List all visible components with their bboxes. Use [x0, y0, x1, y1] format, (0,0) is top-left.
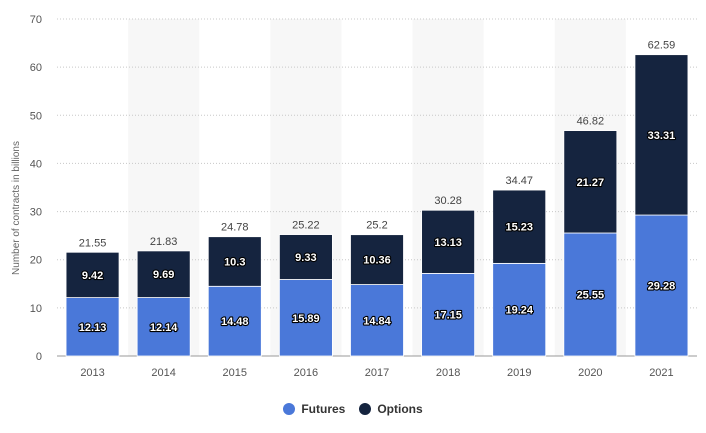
bar-options-2014 — [136, 250, 191, 298]
data-label-futures-2015: 14.48 — [221, 316, 249, 328]
y-tick-label-40: 40 — [30, 158, 42, 170]
y-tick-label-10: 10 — [30, 303, 42, 315]
x-tick-label-2016: 2016 — [294, 367, 318, 379]
total-label-2013: 21.55 — [79, 237, 107, 249]
data-label-options-2019: 15.23 — [505, 222, 533, 234]
y-axis: 0 10 20 30 40 50 60 70 — [30, 14, 42, 363]
bar-options-2018 — [421, 209, 476, 274]
data-label-futures-2021: 29.28 — [648, 281, 676, 293]
bar-futures-2014 — [136, 297, 191, 357]
x-axis: 2013 2014 2015 2016 2017 2018 2019 2020 2021 — [80, 367, 673, 379]
total-label-2018: 30.28 — [434, 195, 462, 207]
data-label-options-2014: 9.69 — [153, 269, 174, 281]
bar-futures-2017 — [350, 284, 404, 357]
y-tick-label-60: 60 — [30, 62, 42, 74]
data-label-futures-2019: 19.24 — [505, 305, 533, 317]
bar-options-2013 — [65, 251, 120, 299]
legend: Futures Options — [0, 402, 706, 416]
data-label-options-2020: 21.27 — [577, 177, 605, 189]
data-label-futures-2017: 14.84 — [363, 315, 391, 327]
data-label-options-2015: 10.3 — [224, 256, 245, 268]
bar-options-2021 — [634, 54, 689, 216]
total-label-2021: 62.59 — [648, 40, 676, 52]
bar-futures-2018 — [421, 273, 476, 357]
data-label-futures-2016: 15.89 — [292, 313, 320, 325]
data-label-options-2016: 9.33 — [295, 252, 316, 264]
data-label-options-2013: 9.42 — [82, 270, 103, 282]
legend-item-futures[interactable]: Futures — [283, 402, 345, 416]
legend-item-options[interactable]: Options — [359, 402, 423, 416]
bar-futures-2016 — [278, 279, 333, 357]
legend-label-options: Options — [377, 402, 423, 416]
y-tick-label-20: 20 — [30, 255, 42, 267]
x-tick-label-2018: 2018 — [436, 367, 460, 379]
bar-options-2019 — [492, 189, 547, 264]
bar-futures-2021 — [634, 214, 689, 357]
bar-options-2015 — [207, 236, 262, 287]
x-tick-label-2020: 2020 — [578, 367, 602, 379]
data-label-options-2018: 13.13 — [434, 237, 462, 249]
total-label-2015: 24.78 — [221, 222, 249, 234]
x-tick-label-2013: 2013 — [80, 367, 104, 379]
y-tick-label-0: 0 — [36, 351, 42, 363]
legend-marker-options — [359, 403, 372, 415]
bar-futures-2019 — [492, 262, 547, 357]
bars-layer: 12.13 9.42 21.55 12.14 9.69 21.83 14.48 10.3 24.… — [65, 40, 689, 357]
bar-options-2016 — [278, 234, 333, 280]
x-tick-label-2021: 2021 — [649, 367, 673, 379]
bar-futures-2013 — [65, 297, 120, 357]
y-tick-label-70: 70 — [30, 14, 42, 26]
total-label-2017: 25.2 — [366, 220, 387, 232]
data-label-futures-2013: 12.13 — [79, 322, 107, 334]
data-label-options-2021: 33.31 — [648, 130, 676, 142]
data-label-futures-2018: 17.15 — [434, 310, 462, 322]
y-axis-label: Number of contracts in billions — [11, 141, 22, 275]
total-label-2019: 34.47 — [505, 175, 533, 187]
x-tick-label-2019: 2019 — [507, 367, 531, 379]
data-label-futures-2014: 12.14 — [150, 322, 178, 334]
bar-futures-2015 — [207, 285, 262, 357]
x-tick-label-2017: 2017 — [365, 367, 389, 379]
bar-options-2017 — [350, 234, 404, 285]
legend-marker-futures — [283, 403, 296, 415]
y-tick-label-30: 30 — [30, 207, 42, 219]
total-label-2020: 46.82 — [577, 116, 605, 128]
total-label-2014: 21.83 — [150, 236, 178, 248]
data-label-futures-2020: 25.55 — [577, 289, 605, 301]
y-tick-label-50: 50 — [30, 110, 42, 122]
bar-options-2020 — [563, 130, 618, 234]
total-label-2016: 25.22 — [292, 220, 320, 232]
x-tick-label-2014: 2014 — [151, 367, 175, 379]
x-tick-label-2015: 2015 — [223, 367, 247, 379]
legend-label-futures: Futures — [301, 402, 346, 416]
data-label-options-2017: 10.36 — [363, 255, 391, 267]
bar-futures-2020 — [563, 232, 618, 357]
